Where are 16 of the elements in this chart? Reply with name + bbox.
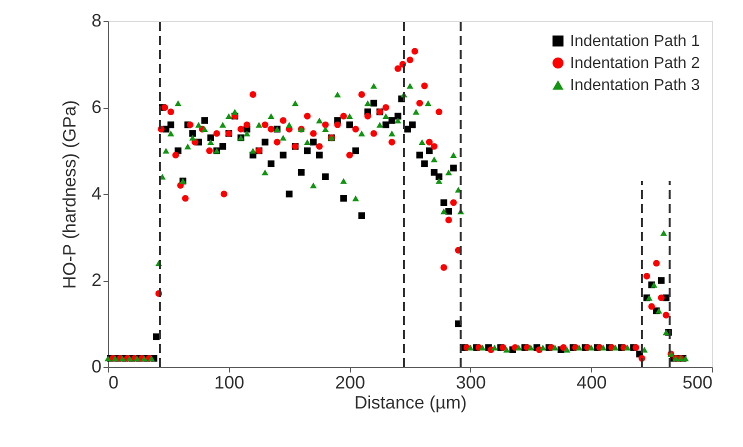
- x-tick-label: 500: [682, 372, 712, 392]
- y-tick-label: 0: [91, 356, 102, 376]
- legend-label: Indentation Path 3: [570, 77, 700, 94]
- x-tick-label: 300: [456, 372, 486, 392]
- y-tick-label: 2: [91, 270, 102, 290]
- x-tick-label: 200: [335, 372, 366, 392]
- x-tick-label: 0: [108, 372, 119, 392]
- x-tick-label: 400: [576, 372, 607, 392]
- y-tick-label: 6: [91, 97, 102, 117]
- legend-label: Indentation Path 1: [570, 33, 700, 50]
- x-axis-title: Distance (µm): [354, 392, 467, 412]
- y-tick-label: 8: [91, 10, 102, 30]
- legend-label: Indentation Path 2: [570, 55, 700, 72]
- x-tick-label: 100: [214, 372, 244, 392]
- y-tick-label: 4: [91, 184, 102, 204]
- y-axis-title: HO-P (hardness) (GPa): [59, 100, 80, 289]
